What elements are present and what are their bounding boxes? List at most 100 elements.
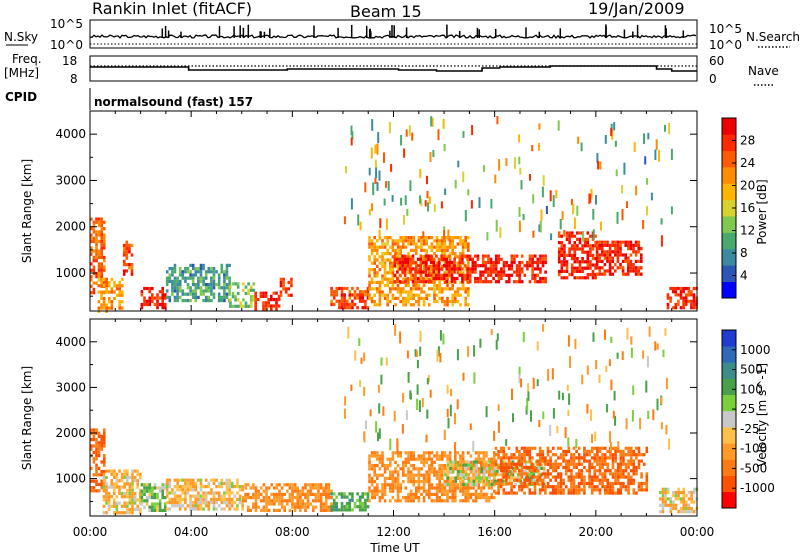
- power-cell: [118, 303, 121, 306]
- velocity-cell: [475, 451, 478, 454]
- velocity-cell: [659, 491, 662, 494]
- power-cell: [558, 247, 561, 250]
- velocity-cell: [420, 467, 423, 470]
- velocity-cell: [555, 460, 558, 463]
- power-cell: [98, 291, 101, 294]
- power-cell: [100, 297, 103, 300]
- power-cell: [627, 244, 630, 247]
- power-cell: [420, 287, 423, 290]
- velocity-cell: [633, 482, 636, 485]
- velocity-cell: [341, 492, 344, 495]
- power-cell: [667, 297, 670, 300]
- power-cell: [93, 288, 96, 291]
- velocity-cell: [268, 502, 271, 505]
- colorbar-tick-label: -1000: [740, 481, 775, 495]
- power-cell: [131, 253, 134, 256]
- power-cell: [474, 267, 477, 270]
- velocity-cell: [154, 506, 157, 509]
- velocity-cell: [488, 483, 491, 486]
- power-cell: [453, 277, 456, 280]
- power-cell: [237, 292, 240, 295]
- power-cell: [189, 264, 192, 267]
- power-cell: [498, 255, 501, 258]
- velocity-scatter-cell: [379, 428, 381, 438]
- velocity-cell: [343, 508, 346, 511]
- velocity-cell: [418, 474, 421, 477]
- velocity-cell: [184, 507, 187, 510]
- power-cell: [407, 284, 410, 287]
- velocity-cell: [575, 463, 578, 466]
- velocity-cell: [113, 473, 116, 476]
- freq-label: Freq.: [12, 52, 42, 66]
- velocity-cell: [622, 460, 625, 463]
- power-cell: [420, 290, 423, 293]
- power-cell: [156, 300, 159, 303]
- velocity-cell: [544, 488, 547, 491]
- velocity-cell: [223, 495, 226, 498]
- power-cell: [368, 236, 371, 239]
- velocity-cell: [500, 469, 503, 472]
- velocity-cell: [113, 498, 116, 501]
- power-cell: [123, 247, 126, 250]
- power-cell: [542, 280, 545, 283]
- velocity-cell: [428, 490, 431, 493]
- velocity-cell: [480, 461, 483, 464]
- power-cell: [123, 250, 126, 253]
- power-cell: [176, 296, 179, 299]
- power-cell: [159, 303, 162, 306]
- velocity-cell: [200, 488, 203, 491]
- velocity-cell: [320, 493, 323, 496]
- velocity-cell: [93, 460, 96, 463]
- power-cell: [693, 303, 696, 306]
- power-cell: [537, 280, 540, 283]
- power-cell: [394, 303, 397, 306]
- power-cell: [290, 294, 293, 297]
- velocity-cell: [480, 493, 483, 496]
- power-cell: [123, 263, 126, 266]
- power-cell: [95, 282, 98, 285]
- power-cell: [205, 277, 208, 280]
- power-cell: [412, 236, 415, 239]
- velocity-cell: [500, 460, 503, 463]
- velocity-cell: [98, 444, 101, 447]
- velocity-cell: [291, 506, 294, 509]
- velocity-cell: [483, 486, 486, 489]
- power-cell: [487, 274, 490, 277]
- velocity-cell: [215, 501, 218, 504]
- velocity-cell: [103, 438, 106, 441]
- power-cell: [516, 267, 519, 270]
- power-cell: [410, 236, 413, 239]
- power-cell: [368, 284, 371, 287]
- velocity-cell: [441, 493, 444, 496]
- power-cell: [415, 249, 418, 252]
- velocity-cell: [690, 494, 693, 497]
- velocity-scatter-cell: [647, 411, 649, 419]
- power-cell: [675, 303, 678, 306]
- velocity-cell: [599, 466, 602, 469]
- power-cell: [675, 306, 678, 309]
- power-cell: [200, 264, 203, 267]
- velocity-cell: [93, 428, 96, 431]
- power-cell: [614, 244, 617, 247]
- velocity-scatter-cell: [652, 409, 654, 420]
- power-cell: [111, 287, 114, 290]
- velocity-cell: [228, 501, 231, 504]
- power-cell: [373, 246, 376, 249]
- velocity-cell: [449, 451, 452, 454]
- velocity-cell: [470, 493, 473, 496]
- velocity-cell: [449, 467, 452, 470]
- power-cell: [397, 287, 400, 290]
- power-cell: [341, 300, 344, 303]
- power-cell: [187, 270, 190, 273]
- velocity-cell: [596, 450, 599, 453]
- power-cell: [195, 270, 198, 273]
- power-cell: [195, 273, 198, 276]
- power-cell: [100, 256, 103, 259]
- power-cell: [630, 244, 633, 247]
- velocity-cell: [95, 473, 98, 476]
- velocity-cell: [103, 457, 106, 460]
- velocity-cell: [627, 476, 630, 479]
- power-cell: [584, 267, 587, 270]
- velocity-cell: [594, 472, 597, 475]
- velocity-cell: [552, 485, 555, 488]
